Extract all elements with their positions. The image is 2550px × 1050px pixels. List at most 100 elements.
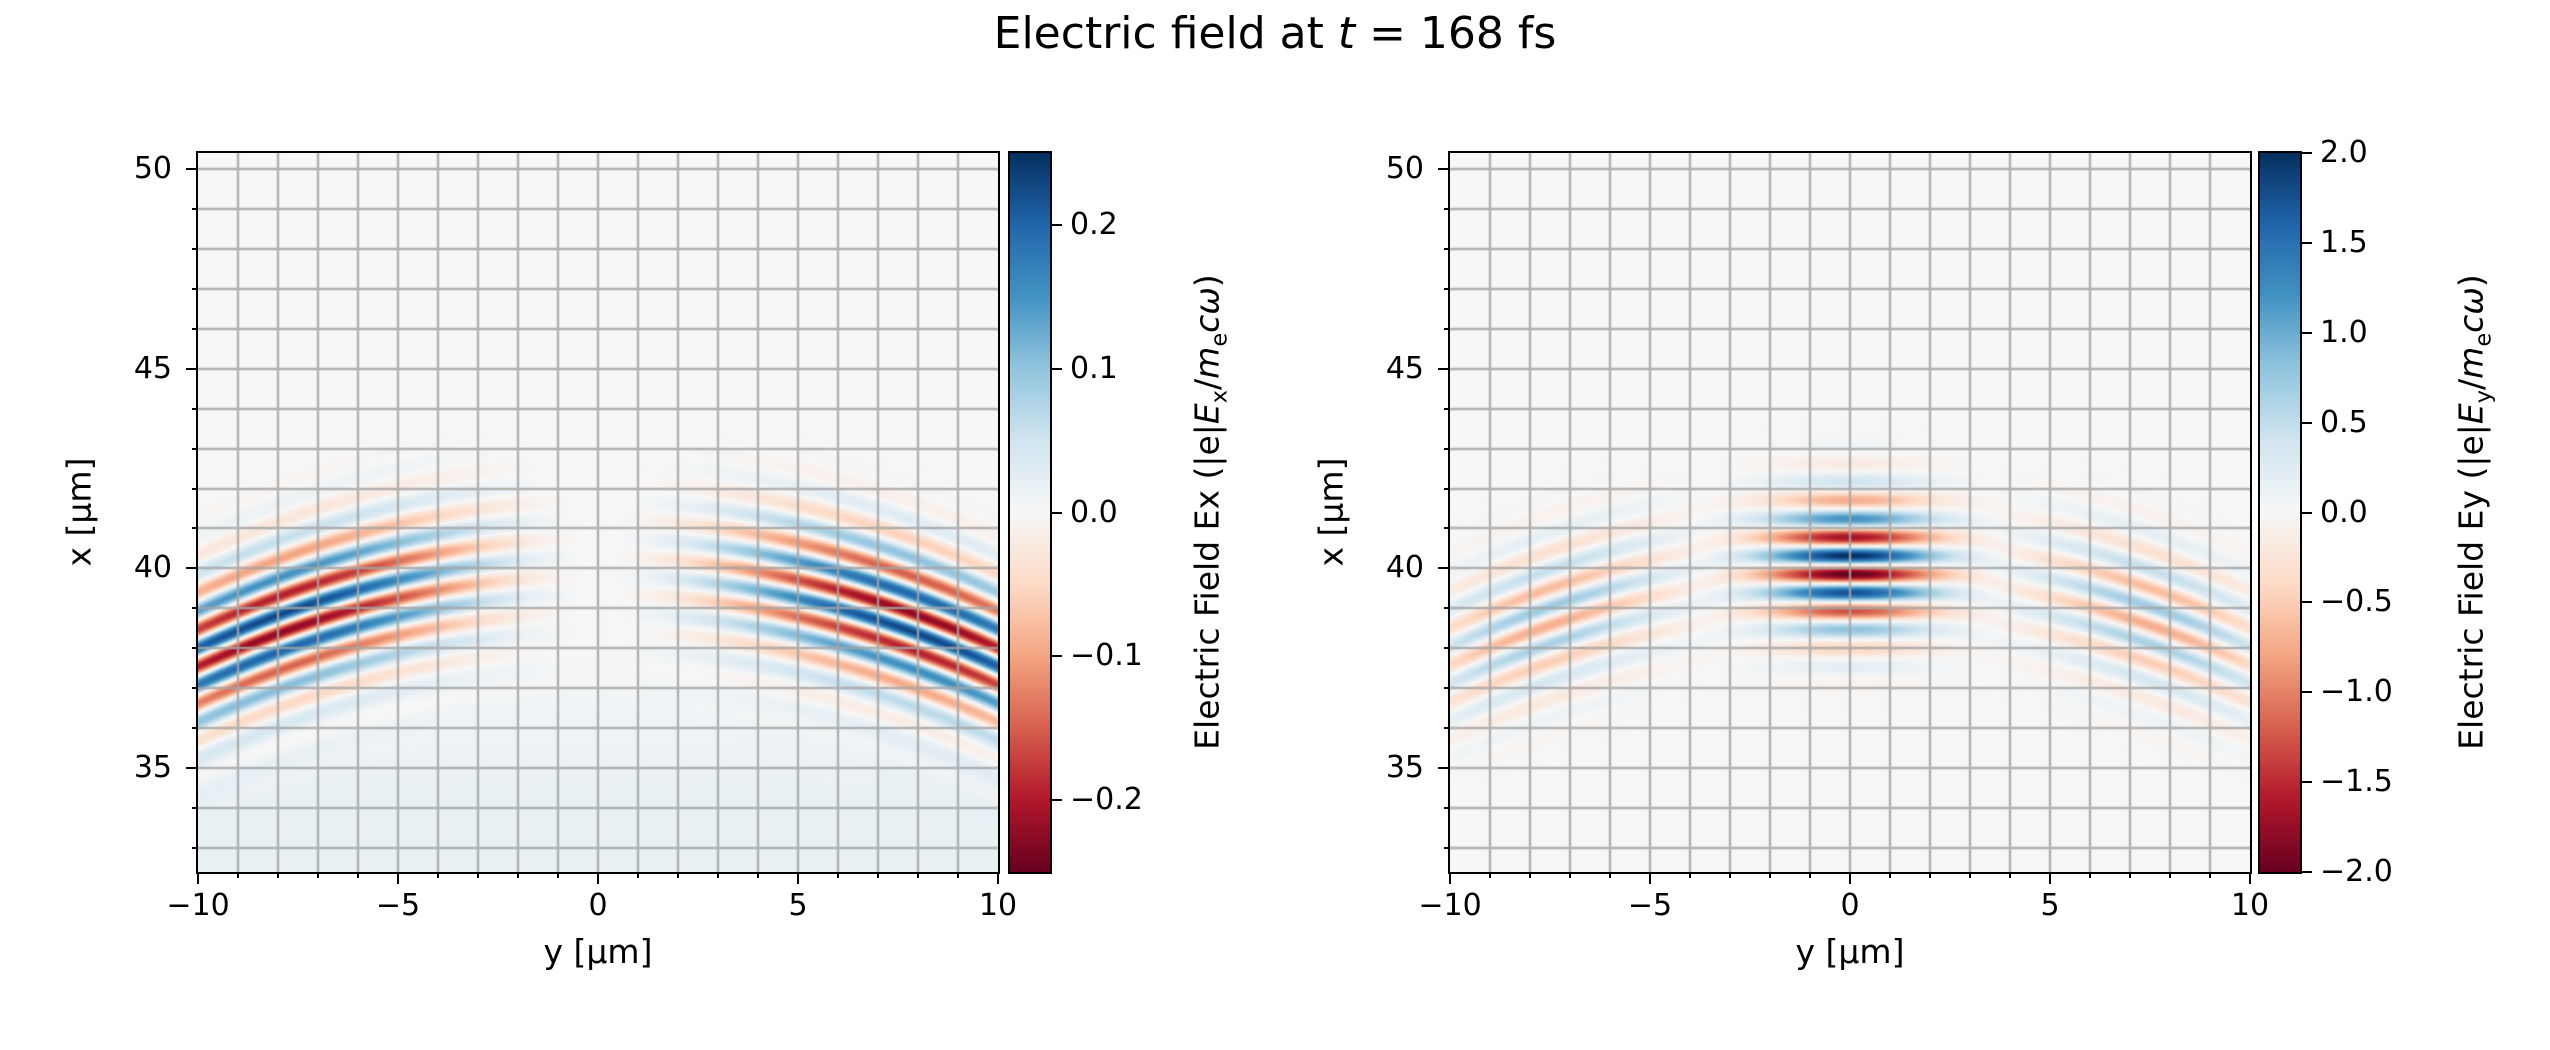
ey-xaxis-label-text: y [μm] (1795, 932, 1905, 971)
ey-colorbar: 2.0 1.5 1.0 0.5 0.0 −0.5 −1.0 −1.5 −2.0 Electric… (2258, 135, 2496, 889)
colorbar-tick-label: −0.2 (1070, 782, 1143, 818)
y-axis-major-tick (186, 567, 198, 570)
y-axis-minor-tick (1444, 687, 1450, 690)
x-axis-tick-label: −5 (1627, 888, 1673, 923)
colorbar-tick-label: 0.5 (2320, 404, 2368, 440)
y-axis-tick-label: 45 (133, 350, 172, 386)
colorbar-tick-label: −2.0 (2320, 854, 2393, 889)
x-axis-tick-label: −10 (1418, 888, 1482, 923)
colorbar-tick (2300, 241, 2312, 244)
ex-colorbar-label-prefix: Electric Field Ex (|e| (1187, 424, 1227, 750)
x-axis-major-tick (597, 872, 599, 884)
ey-colorbar-label-close: ) (2451, 274, 2491, 288)
y-axis-tick-label: 40 (1385, 550, 1424, 586)
x-axis-minor-tick (717, 872, 719, 878)
colorbar-tick (2300, 421, 2312, 424)
x-axis-tick-label: 10 (978, 888, 1018, 923)
ey-heatmap-canvas (1450, 153, 2250, 872)
x-axis-minor-tick (1489, 872, 1491, 878)
ex-heatmap-canvas (198, 153, 998, 872)
x-axis-minor-tick (637, 872, 639, 878)
ex-colorbar-label: Electric Field Ex (|e|Ex/mecω) (1188, 274, 1233, 750)
ey-colorbar-label-omega: ω (2451, 287, 2491, 315)
x-axis-major-tick (2049, 872, 2051, 884)
x-axis-minor-tick (357, 872, 359, 878)
y-axis-minor-tick (1444, 247, 1450, 250)
x-axis-minor-tick (1569, 872, 1571, 878)
ey-yaxis-label: x [μm] (1312, 458, 1351, 567)
x-axis-minor-tick (877, 872, 879, 878)
y-axis-major-tick (1438, 567, 1450, 570)
y-axis-major-tick (1438, 767, 1450, 770)
x-axis-minor-tick (757, 872, 759, 878)
x-axis-minor-tick (2209, 872, 2211, 878)
y-axis-minor-tick (192, 327, 198, 330)
y-axis-minor-tick (192, 287, 198, 290)
colorbar-tick (2300, 781, 2312, 784)
x-axis-major-tick (2249, 872, 2251, 884)
x-axis-tick-label: 0 (1840, 888, 1860, 923)
x-axis-minor-tick (917, 872, 919, 878)
x-axis-minor-tick (237, 872, 239, 878)
colorbar-tick-label: −1.0 (2320, 674, 2393, 710)
y-axis-major-tick (1438, 167, 1450, 170)
x-axis-minor-tick (437, 872, 439, 878)
x-axis-minor-tick (2089, 872, 2091, 878)
colorbar-tick-label: 0.0 (1070, 494, 1118, 530)
x-axis-minor-tick (2129, 872, 2131, 878)
colorbar-tick (1050, 367, 1062, 370)
ex-yaxis-label: x [μm] (60, 458, 99, 567)
y-axis-major-tick (186, 167, 198, 170)
x-axis-tick-label: −10 (166, 888, 230, 923)
x-axis-tick-label: −5 (375, 888, 421, 923)
ex-colorbar-label-m-subscript: e (1206, 332, 1233, 347)
ey-yaxis-label-text: x [μm] (1311, 457, 1351, 567)
colorbar-tick-label: −0.5 (2320, 584, 2393, 620)
ex-colorbar-label-omega: ω (1187, 287, 1227, 315)
y-axis-minor-tick (1444, 327, 1450, 330)
x-axis-minor-tick (2009, 872, 2011, 878)
y-axis-minor-tick (1444, 287, 1450, 290)
colorbar-tick (2300, 691, 2312, 694)
x-axis-minor-tick (957, 872, 959, 878)
colorbar-tick (2300, 601, 2312, 604)
ey-plot-area: −10 −5 0 5 10 50 45 40 35 y [μm] x [μm] (1312, 151, 2270, 971)
ex-xaxis-label: y [μm] (198, 932, 998, 971)
ey-colorbar-label-prefix: Electric Field Ey (|e| (2451, 424, 2491, 750)
ex-colorbar: 0.2 0.1 0.0 −0.1 −0.2 Electric Field Ex (|e|… (1008, 151, 1232, 874)
y-axis-minor-tick (192, 607, 198, 610)
ex-colorbar-label-E-subscript: x (1206, 389, 1233, 404)
x-axis-minor-tick (1889, 872, 1891, 878)
x-axis-minor-tick (277, 872, 279, 878)
x-axis-minor-tick (1809, 872, 1811, 878)
colorbar-tick-label: 0.2 (1070, 206, 1118, 242)
ey-colorbar-gradient (2260, 153, 2300, 872)
x-axis-major-tick (1649, 872, 1651, 884)
y-axis-minor-tick (1444, 807, 1450, 810)
ey-xaxis-label: y [μm] (1450, 932, 2250, 971)
colorbar-tick-label: 2.0 (2320, 135, 2368, 170)
ey-colorbar-label-E: E (2451, 403, 2491, 425)
y-axis-minor-tick (192, 727, 198, 730)
figure-title: Electric field at t = 168 fs (0, 8, 2550, 59)
ey-colorbar-label-E-subscript: y (2470, 389, 2497, 404)
x-axis-minor-tick (477, 872, 479, 878)
x-axis-minor-tick (517, 872, 519, 878)
ex-plot-area: −10 −5 0 5 10 50 45 40 35 y [μm] x [μm] (60, 151, 1018, 971)
y-axis-minor-tick (1444, 527, 1450, 530)
y-axis-minor-tick (192, 487, 198, 490)
x-axis-minor-tick (317, 872, 319, 878)
y-axis-tick-label: 35 (1385, 750, 1424, 786)
colorbar-tick-label: 1.5 (2320, 224, 2368, 260)
colorbar-tick (2300, 152, 2312, 154)
y-axis-tick-label: 50 (1385, 150, 1424, 186)
y-axis-minor-tick (192, 807, 198, 810)
x-axis-tick-label: 5 (788, 888, 808, 923)
y-axis-major-tick (186, 767, 198, 770)
y-axis-minor-tick (1444, 207, 1450, 210)
x-axis-minor-tick (1609, 872, 1611, 878)
colorbar-tick (1050, 223, 1062, 226)
colorbar-tick-label: 0.1 (1070, 350, 1118, 386)
y-axis-minor-tick (1444, 447, 1450, 450)
x-axis-minor-tick (1769, 872, 1771, 878)
